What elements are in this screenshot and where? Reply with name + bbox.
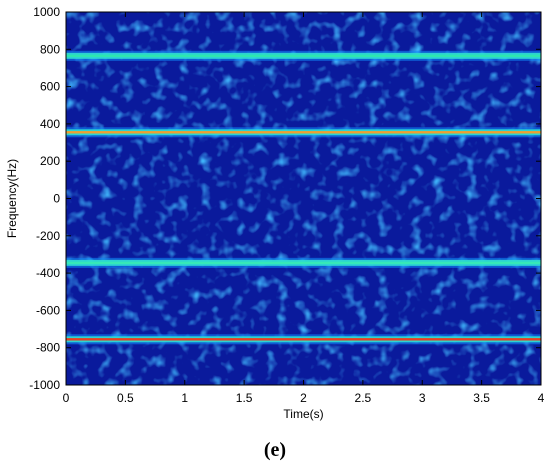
band-core <box>66 261 541 265</box>
frequency-band <box>66 127 541 138</box>
y-tick-label: 800 <box>40 42 60 56</box>
figure-caption: (e) <box>263 439 287 461</box>
x-tick-label: 2 <box>300 391 307 405</box>
y-axis: 1000 800 600 400 200 0 -200 -400 -600 -800 -1000 <box>29 5 541 392</box>
y-tick-label: -800 <box>36 341 60 355</box>
y-tick-label: 0 <box>53 192 60 206</box>
x-axis-label: Time(s) <box>283 407 323 421</box>
x-tick-label: 1 <box>181 391 188 405</box>
x-tick-label: 4 <box>538 391 545 405</box>
y-tick-label: 1000 <box>33 5 60 19</box>
y-tick-label: 600 <box>40 80 60 94</box>
x-tick-label: 3 <box>419 391 426 405</box>
y-tick-label: -400 <box>36 266 60 280</box>
y-tick-label: 200 <box>40 154 60 168</box>
plot-area <box>65 11 542 386</box>
frequency-band <box>66 50 541 61</box>
y-axis-label: Frequency(Hz) <box>5 159 19 238</box>
x-tick-label: 1.5 <box>236 391 253 405</box>
x-tick-label: 3.5 <box>473 391 490 405</box>
band-core <box>66 131 541 134</box>
x-tick-label: 2.5 <box>355 391 372 405</box>
y-tick-label: 400 <box>40 117 60 131</box>
y-tick-label: -600 <box>36 303 60 317</box>
band-core <box>66 338 541 341</box>
frequency-bands <box>66 50 541 345</box>
y-tick-label: -1000 <box>29 378 60 392</box>
x-axis: 0 0.5 1 1.5 2 2.5 3 3.5 4 <box>63 12 545 405</box>
x-tick-label: 0 <box>63 391 70 405</box>
y-tick-label: -200 <box>36 229 60 243</box>
frequency-band <box>66 334 541 345</box>
x-tick-label: 0.5 <box>117 391 134 405</box>
frequency-band <box>66 257 541 268</box>
noise-texture <box>66 12 541 385</box>
band-core <box>66 54 541 58</box>
